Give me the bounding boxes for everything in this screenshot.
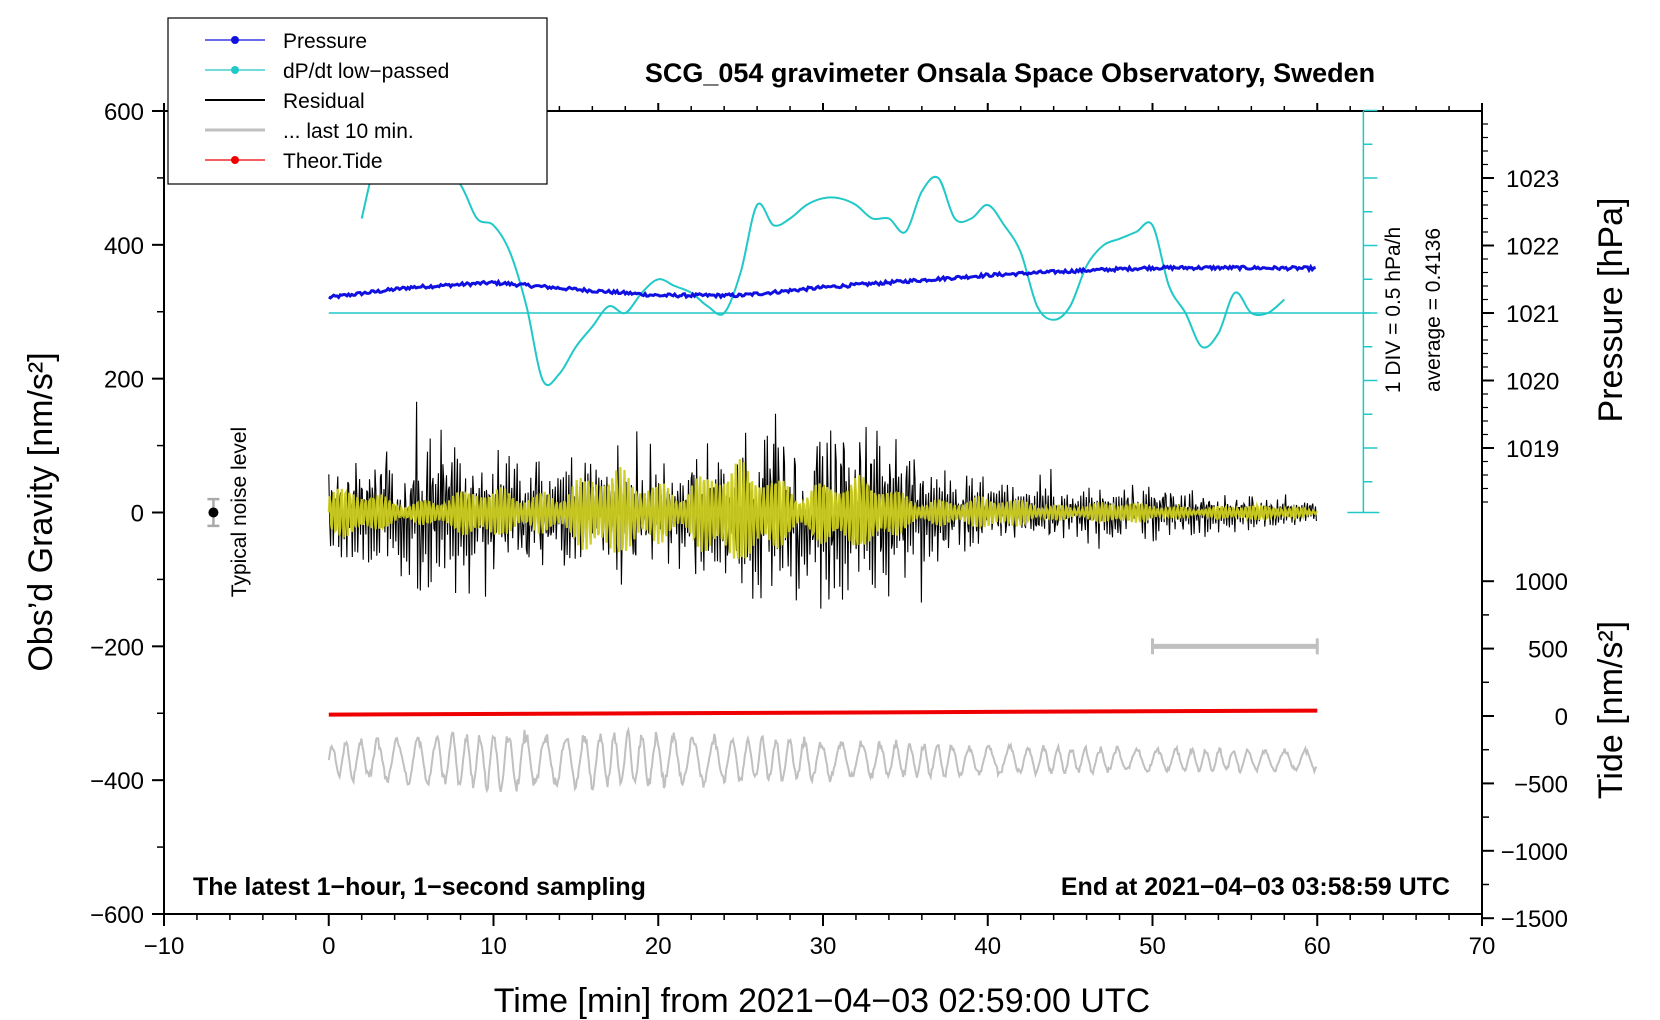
x-axis-title: Time [min] from 2021−04−03 02:59:00 UTC: [494, 982, 1150, 1020]
y-tick-label: 400: [104, 233, 144, 260]
pressure-tick-label: 1023: [1506, 166, 1559, 193]
y-tick-label: −400: [90, 768, 144, 795]
sampling-note: The latest 1−hour, 1−second sampling: [193, 873, 646, 901]
last10-line: [327, 726, 1318, 794]
x-tick-label: 10: [480, 933, 507, 960]
legend-dpdt-marker: [231, 66, 239, 74]
y-axis-title: Obs’d Gravity [nm/s²]: [22, 352, 60, 671]
data-traces: [207, 115, 1319, 794]
y-tick-label: −200: [90, 634, 144, 661]
div-label: 1 DIV = 0.5 hPa/h: [1382, 227, 1405, 393]
chart-title: SCG_054 gravimeter Onsala Space Observat…: [645, 58, 1375, 88]
pressure-tick-label: 1021: [1506, 301, 1559, 328]
y-tick-label: −600: [90, 902, 144, 929]
x-tick-label: 30: [810, 933, 837, 960]
pressure-axis-title: Pressure [hPa]: [1592, 198, 1630, 423]
tide-line: [328, 708, 1318, 717]
legend-residual-label: Residual: [283, 90, 365, 113]
tide-tick-label: −1000: [1501, 839, 1568, 866]
pressure-tick-label: 1019: [1506, 436, 1559, 463]
x-tick-label: 20: [645, 933, 672, 960]
noise-label: Typical noise level: [228, 427, 251, 597]
legend-dpdt-label: dP/dt low−passed: [283, 60, 449, 83]
tide-axis-title: Tide [nm/s²]: [1592, 621, 1630, 799]
legend: Pressure dP/dt low−passed Residual ... l…: [167, 17, 548, 185]
legend-pressure-label: Pressure: [283, 30, 367, 53]
noise-marker: [208, 507, 219, 518]
pressure-line: [328, 263, 1316, 300]
x-tick-label: 40: [974, 933, 1001, 960]
legend-tide-label: Theor.Tide: [283, 150, 383, 173]
legend-pressure-marker: [231, 36, 239, 44]
dpdt-scale: [328, 109, 1380, 514]
tide-tick-label: 1000: [1515, 569, 1568, 596]
y-tick-label: 600: [104, 99, 144, 126]
x-tick-label: −10: [144, 933, 185, 960]
tide-tick-label: 500: [1528, 637, 1568, 664]
y-tick-label: 0: [131, 501, 144, 528]
x-tick-label: 70: [1469, 933, 1496, 960]
y-tick-label: 200: [104, 367, 144, 394]
average-label: average = 0.4136: [1422, 228, 1445, 392]
legend-last10-label: ... last 10 min.: [283, 120, 414, 143]
dpdt-curve: [360, 115, 1285, 387]
axis-ticks: −10 0 10 20 30 40 50 60 706004002000−200−400−600…: [90, 99, 1568, 960]
residual-line: [328, 401, 1317, 609]
x-tick-label: 0: [322, 933, 335, 960]
tide-tick-label: 0: [1555, 704, 1568, 731]
x-tick-label: 50: [1139, 933, 1166, 960]
legend-tide-marker: [231, 156, 239, 164]
filtered-residual-line: [327, 459, 1318, 559]
pressure-tick-label: 1022: [1506, 234, 1559, 261]
tide-tick-label: −500: [1514, 771, 1568, 798]
pressure-tick-label: 1020: [1506, 369, 1559, 396]
tide-tick-label: −1500: [1501, 906, 1568, 933]
end-time-note: End at 2021−04−03 03:58:59 UTC: [1061, 873, 1450, 901]
x-tick-label: 60: [1304, 933, 1331, 960]
